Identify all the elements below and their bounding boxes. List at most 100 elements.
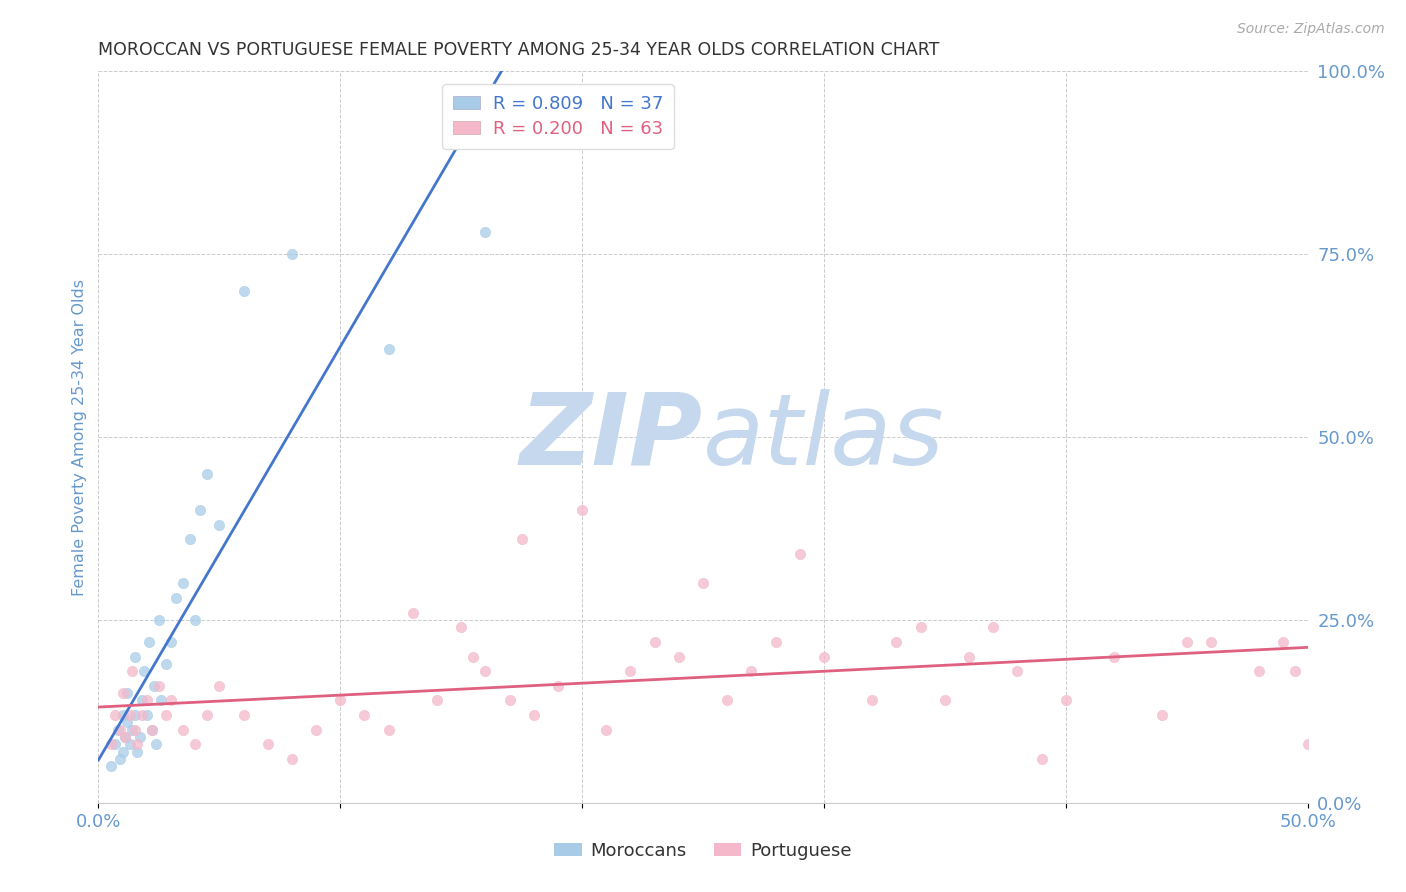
Point — [160, 635, 183, 649]
Point — [860, 693, 883, 707]
Text: atlas: atlas — [703, 389, 945, 485]
Point — [1054, 693, 1077, 707]
Point — [155, 657, 177, 671]
Point — [644, 635, 666, 649]
Point — [1272, 635, 1295, 649]
Point — [510, 533, 533, 547]
Point — [128, 730, 150, 744]
Point — [141, 723, 163, 737]
Point — [148, 613, 170, 627]
Point — [160, 693, 183, 707]
Point — [121, 664, 143, 678]
Point — [1284, 664, 1306, 678]
Point — [114, 730, 136, 744]
Point — [232, 284, 254, 298]
Point — [134, 664, 156, 678]
Point — [1152, 708, 1174, 723]
Point — [668, 649, 690, 664]
Point — [148, 679, 170, 693]
Point — [232, 708, 254, 723]
Point — [172, 576, 194, 591]
Point — [124, 708, 146, 723]
Point — [108, 723, 131, 737]
Point — [1175, 635, 1198, 649]
Point — [131, 693, 153, 707]
Point — [118, 708, 141, 723]
Point — [131, 708, 153, 723]
Point — [135, 693, 157, 707]
Point — [463, 649, 485, 664]
Point — [910, 620, 932, 634]
Point — [165, 591, 187, 605]
Point — [1296, 737, 1319, 751]
Point — [981, 620, 1004, 634]
Point — [474, 664, 496, 678]
Point — [256, 737, 278, 751]
Point — [104, 708, 127, 723]
Point — [281, 752, 304, 766]
Point — [107, 723, 129, 737]
Point — [155, 708, 177, 723]
Point — [208, 517, 231, 532]
Point — [498, 693, 520, 707]
Point — [305, 723, 328, 737]
Point — [184, 737, 207, 751]
Point — [100, 737, 122, 751]
Point — [740, 664, 762, 678]
Point — [114, 730, 136, 744]
Point — [474, 225, 496, 239]
Point — [118, 737, 141, 751]
Point — [377, 343, 399, 357]
Point — [111, 686, 134, 700]
Point — [1007, 664, 1029, 678]
Point — [523, 708, 546, 723]
Text: ZIP: ZIP — [520, 389, 703, 485]
Point — [1031, 752, 1053, 766]
Point — [127, 745, 149, 759]
Point — [595, 723, 617, 737]
Point — [353, 708, 375, 723]
Point — [145, 737, 167, 751]
Point — [1102, 649, 1125, 664]
Point — [184, 613, 207, 627]
Point — [188, 503, 211, 517]
Point — [135, 708, 157, 723]
Point — [1199, 635, 1222, 649]
Point — [143, 679, 166, 693]
Point — [208, 679, 231, 693]
Point — [619, 664, 641, 678]
Point — [813, 649, 835, 664]
Point — [141, 723, 163, 737]
Point — [195, 708, 218, 723]
Point — [150, 693, 173, 707]
Point — [111, 708, 134, 723]
Point — [172, 723, 194, 737]
Point — [195, 467, 218, 481]
Text: MOROCCAN VS PORTUGUESE FEMALE POVERTY AMONG 25-34 YEAR OLDS CORRELATION CHART: MOROCCAN VS PORTUGUESE FEMALE POVERTY AM… — [98, 41, 939, 59]
Point — [426, 693, 449, 707]
Point — [1249, 664, 1271, 678]
Point — [957, 649, 980, 664]
Point — [281, 247, 304, 261]
Point — [104, 737, 127, 751]
Point — [117, 715, 139, 730]
Point — [886, 635, 908, 649]
Point — [789, 547, 811, 561]
Point — [450, 620, 472, 634]
Point — [716, 693, 738, 707]
Point — [179, 533, 201, 547]
Point — [100, 759, 122, 773]
Legend: Moroccans, Portuguese: Moroccans, Portuguese — [547, 835, 859, 867]
Point — [377, 723, 399, 737]
Point — [402, 606, 425, 620]
Point — [108, 752, 131, 766]
Point — [121, 723, 143, 737]
Point — [571, 503, 593, 517]
Y-axis label: Female Poverty Among 25-34 Year Olds: Female Poverty Among 25-34 Year Olds — [72, 278, 87, 596]
Point — [127, 737, 149, 751]
Point — [111, 745, 134, 759]
Point — [692, 576, 714, 591]
Point — [329, 693, 352, 707]
Point — [934, 693, 956, 707]
Text: Source: ZipAtlas.com: Source: ZipAtlas.com — [1237, 22, 1385, 37]
